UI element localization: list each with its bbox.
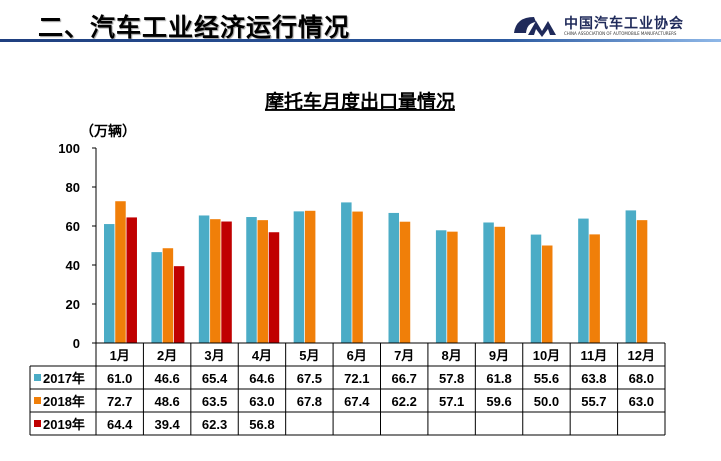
category-label: 2月: [157, 348, 177, 363]
data-label: 55.6: [534, 371, 559, 386]
category-label: 4月: [252, 348, 272, 363]
y-tick-label: 0: [73, 336, 80, 351]
data-label: 63.0: [629, 394, 654, 409]
logo-subtitle: CHINA ASSOCIATION OF AUTOMOBILE MANUFACT…: [564, 31, 677, 36]
data-label: 39.4: [154, 417, 180, 432]
data-label: 66.7: [392, 371, 417, 386]
data-label: 64.6: [249, 371, 274, 386]
bar-2019年: [268, 232, 280, 343]
category-label: 10月: [533, 348, 560, 363]
bar-2018年: [210, 219, 221, 343]
legend-swatch: [34, 397, 41, 404]
bar-2018年: [541, 245, 553, 343]
bar-2019年: [173, 266, 185, 343]
bar-2018年: [304, 210, 316, 343]
data-label: 46.6: [154, 371, 179, 386]
data-label: 61.8: [486, 371, 511, 386]
data-label: 67.8: [297, 394, 322, 409]
category-label: 9月: [489, 348, 509, 363]
category-label: 5月: [299, 348, 319, 363]
legend-label: 2018年: [43, 394, 85, 409]
y-tick-label: 80: [66, 180, 80, 195]
bar-2018年: [636, 220, 648, 343]
data-label: 65.4: [202, 371, 228, 386]
y-tick-label: 60: [66, 219, 80, 234]
chart-title: 摩托车月度出口量情况: [265, 90, 455, 113]
data-label: 63.8: [581, 371, 606, 386]
bar-2017年: [483, 222, 494, 343]
data-label: 57.8: [439, 371, 464, 386]
bar-2018年: [352, 211, 363, 343]
category-label: 12月: [628, 348, 655, 363]
category-label: 7月: [394, 348, 414, 363]
data-label: 57.1: [439, 394, 464, 409]
y-tick-label: 100: [58, 141, 80, 156]
data-label: 55.7: [581, 394, 606, 409]
bar-2018年: [589, 234, 600, 343]
bar-2017年: [293, 211, 305, 343]
bar-2017年: [388, 212, 399, 343]
legend-label: 2017年: [43, 371, 85, 386]
data-label: 63.5: [202, 394, 227, 409]
bar-2018年: [447, 231, 458, 343]
bar-2017年: [104, 224, 115, 343]
data-label: 64.4: [107, 417, 133, 432]
bar-2018年: [162, 248, 174, 343]
legend-swatch: [34, 374, 41, 381]
page-title: 二、汽车工业经济运行情况: [38, 13, 351, 42]
bar-2019年: [126, 217, 137, 343]
bar-2018年: [399, 221, 411, 343]
logo-name: 中国汽车工业协会: [564, 16, 684, 32]
data-label: 61.0: [107, 371, 132, 386]
data-label: 67.5: [297, 371, 322, 386]
category-label: 11月: [581, 348, 608, 363]
bar-2018年: [115, 201, 126, 343]
bar-2017年: [578, 218, 589, 343]
logo-mark-icon: [514, 17, 556, 37]
data-label: 62.3: [202, 417, 227, 432]
bar-2017年: [341, 202, 352, 343]
bar-2017年: [246, 217, 257, 343]
data-label: 72.7: [107, 394, 132, 409]
header-divider: [0, 39, 721, 42]
bar-2017年: [435, 230, 447, 343]
bar-2017年: [198, 215, 210, 343]
data-label: 48.6: [154, 394, 179, 409]
data-label: 63.0: [249, 394, 274, 409]
bar-2017年: [625, 210, 637, 343]
category-label: 1月: [110, 348, 130, 363]
bar-2018年: [257, 220, 268, 343]
y-axis-label: （万辆）: [80, 123, 136, 139]
legend-label: 2019年: [43, 417, 85, 432]
data-label: 50.0: [534, 394, 559, 409]
data-label: 56.8: [249, 417, 274, 432]
bar-2019年: [221, 221, 232, 343]
y-tick-label: 20: [66, 297, 80, 312]
data-label: 62.2: [392, 394, 417, 409]
legend-swatch: [34, 420, 41, 427]
category-label: 6月: [347, 348, 367, 363]
y-tick-label: 40: [66, 258, 80, 273]
bar-2017年: [151, 252, 162, 343]
data-label: 67.4: [344, 394, 370, 409]
category-label: 3月: [204, 348, 224, 363]
data-label: 59.6: [486, 394, 511, 409]
data-label: 68.0: [629, 371, 654, 386]
category-label: 8月: [442, 348, 462, 363]
logo: 中国汽车工业协会 CHINA ASSOCIATION OF AUTOMOBILE…: [512, 13, 721, 39]
data-label: 72.1: [344, 371, 369, 386]
bar-2018年: [494, 226, 506, 343]
bar-2017年: [530, 234, 542, 343]
